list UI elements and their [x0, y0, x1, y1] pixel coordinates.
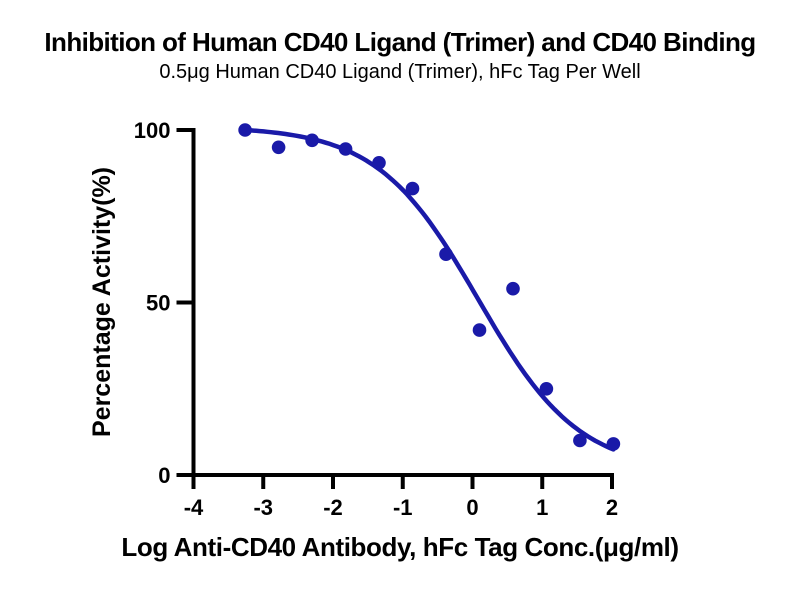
- data-point: [338, 142, 353, 156]
- data-point: [506, 281, 520, 296]
- data-point: [439, 247, 453, 261]
- data-point: [573, 433, 587, 448]
- x-tick-label: -4: [184, 495, 204, 520]
- y-tick-label: 50: [146, 291, 170, 316]
- data-point: [238, 123, 252, 137]
- data-point: [539, 382, 554, 396]
- data-point: [372, 156, 386, 170]
- fit-curve: [242, 127, 616, 452]
- chart-subtitle: 0.5μg Human CD40 Ligand (Trimer), hFc Ta…: [159, 61, 641, 83]
- data-point: [405, 181, 420, 196]
- data-point: [305, 133, 319, 148]
- data-point: [271, 140, 286, 155]
- x-tick-label: 0: [466, 495, 478, 520]
- x-axis-title: Log Anti-CD40 Antibody, hFc Tag Conc.(μg…: [121, 532, 679, 562]
- data-point: [606, 437, 621, 451]
- y-axis-title: Percentage Activity(%): [88, 167, 116, 437]
- x-tick-label: -1: [393, 495, 413, 520]
- series-group: [238, 123, 621, 452]
- chart-title: Inhibition of Human CD40 Ligand (Trimer)…: [44, 27, 756, 57]
- axes-group: -4 -3 -2 -1 0 1 2 0 50 100: [134, 118, 618, 520]
- x-tick-label: -2: [323, 495, 343, 520]
- data-point: [472, 323, 487, 337]
- x-tick-label: 2: [606, 495, 618, 520]
- x-tick-label: 1: [536, 495, 548, 520]
- x-tick-label: -3: [253, 495, 273, 520]
- y-tick-label: 100: [134, 118, 171, 143]
- y-tick-label: 0: [158, 463, 170, 488]
